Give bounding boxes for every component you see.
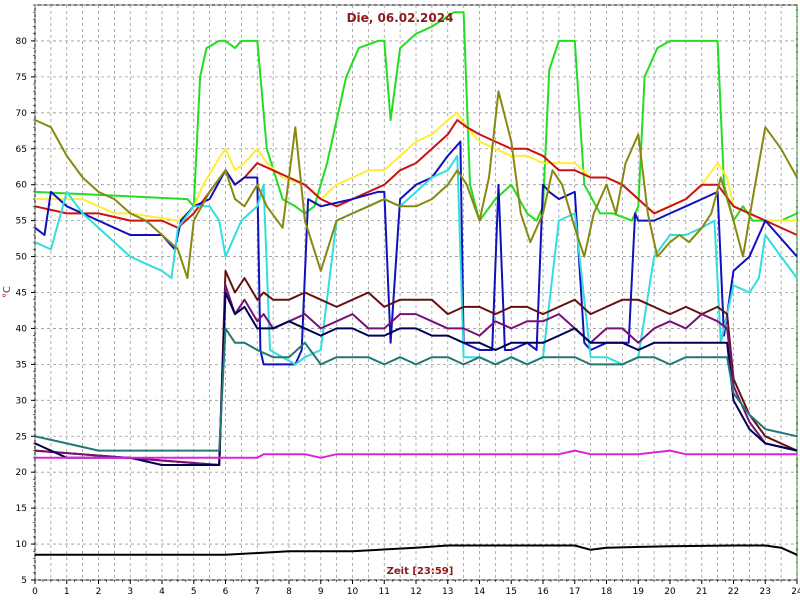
x-tick-label: 15 (506, 587, 517, 597)
y-tick-label: 30 (16, 396, 28, 406)
chart-title: Die, 06.02.2024 (347, 11, 454, 25)
series-layer (34, 11, 798, 556)
y-tick-label: 65 (16, 145, 27, 155)
y-tick-label: 15 (16, 504, 27, 514)
series-line-12 (35, 544, 798, 556)
series-line-10 (34, 327, 798, 452)
x-tick-label: 3 (127, 587, 133, 597)
x-tick-label: 24 (791, 587, 800, 597)
x-tick-label: 12 (410, 587, 421, 597)
y-tick-label: 75 (16, 73, 27, 83)
x-tick-label: 0 (32, 587, 38, 597)
y-tick-label: 50 (16, 253, 28, 263)
x-tick-label: 9 (318, 587, 324, 597)
x-tick-label: 1 (64, 587, 70, 597)
x-tick-label: 5 (191, 587, 197, 597)
x-tick-label: 17 (569, 587, 580, 597)
y-axis-label: °C (2, 286, 13, 298)
x-tick-label: 18 (601, 587, 613, 597)
x-tick-label: 16 (537, 587, 549, 597)
y-axis-ticks: 5 10 15 20 25 30 35 40 45 50 55 60 65 70 75 80 (16, 4, 35, 586)
x-tick-label: 14 (474, 587, 486, 597)
x-tick-label: 21 (696, 587, 707, 597)
y-tick-label: 5 (21, 576, 27, 586)
x-tick-label: 19 (633, 587, 645, 597)
x-tick-label: 7 (254, 587, 260, 597)
series-line-7 (34, 269, 798, 466)
y-tick-label: 45 (16, 289, 27, 299)
series-line-6 (34, 90, 798, 280)
y-tick-label: 70 (16, 109, 28, 119)
y-tick-label: 80 (16, 37, 28, 47)
y-tick-label: 55 (16, 217, 27, 227)
x-tick-label: 11 (379, 587, 390, 597)
x-tick-label: 6 (223, 587, 229, 597)
y-tick-label: 10 (16, 540, 28, 550)
x-tick-label: 4 (159, 587, 165, 597)
x-tick-label: 8 (286, 587, 292, 597)
y-tick-label: 20 (16, 468, 28, 478)
x-tick-label: 2 (96, 587, 102, 597)
x-tick-label: 10 (347, 587, 359, 597)
series-line-1 (34, 11, 798, 222)
x-tick-label: 20 (664, 587, 676, 597)
y-tick-label: 35 (16, 360, 27, 370)
y-tick-label: 25 (16, 432, 27, 442)
x-axis-ticks: 0 1 2 3 4 5 6 7 8 9 10 11 12 13 14 15 16 17 18 19 20 21 22 23 24 (32, 580, 800, 597)
series-line-9 (34, 291, 798, 466)
series-line-8 (34, 284, 798, 466)
y-tick-label: 40 (16, 324, 28, 334)
x-tick-label: 13 (442, 587, 453, 597)
x-tick-label: 22 (728, 587, 739, 597)
x-tick-label: 23 (760, 587, 771, 597)
series-line-11 (35, 449, 797, 459)
x-axis-label: Zeit [23:59] (387, 566, 454, 577)
y-tick-label: 60 (16, 181, 28, 191)
